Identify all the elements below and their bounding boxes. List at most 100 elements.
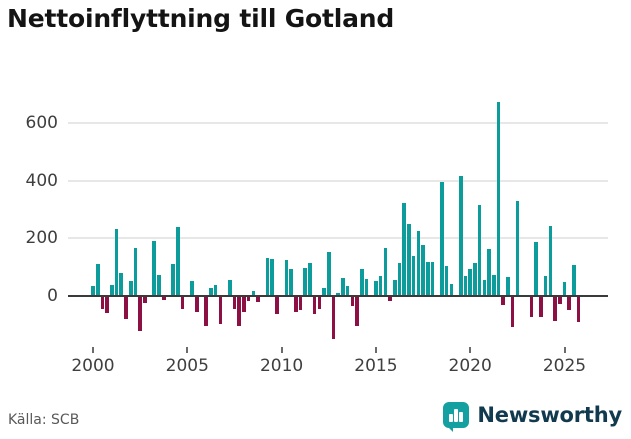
gridline-400 — [68, 179, 608, 182]
x-axis-label-2025: 2025 — [542, 356, 587, 376]
bar-2011Q3 — [308, 262, 312, 296]
bar-2011Q1 — [298, 296, 303, 311]
bar-2022Q3 — [515, 200, 520, 296]
bar-2006Q2 — [209, 287, 213, 296]
newsworthy-logo-icon — [443, 402, 470, 432]
bar-2015Q1 — [374, 280, 378, 296]
bar-2015Q2 — [378, 275, 383, 296]
bar-2013Q1 — [336, 292, 340, 296]
bar-2002Q3 — [138, 296, 142, 331]
x-axis-tick-2005 — [186, 347, 189, 353]
bar-2001Q2 — [114, 229, 119, 296]
bar-2013Q4 — [350, 296, 355, 307]
x-axis-label-2000: 2000 — [71, 356, 115, 376]
bar-2014Q3 — [364, 278, 369, 296]
gridline-600 — [68, 121, 608, 124]
bar-2021Q3 — [496, 101, 501, 296]
bar-2020Q3 — [477, 204, 482, 296]
x-axis-tick-2015 — [374, 347, 377, 353]
bar-2017Q4 — [425, 261, 430, 296]
x-axis-tick-2020 — [469, 347, 472, 353]
bar-2018Q1 — [430, 262, 435, 296]
bar-2013Q2 — [341, 277, 345, 296]
bar-2019Q1 — [449, 283, 454, 296]
bar-2000Q1 — [91, 285, 95, 296]
x-axis-label-2020: 2020 — [448, 356, 492, 376]
bar-2020Q1 — [468, 268, 472, 296]
bar-2016Q1 — [392, 280, 397, 296]
bar-2009Q4 — [275, 296, 279, 315]
bar-2007Q3 — [232, 296, 237, 309]
bar-2025Q3 — [572, 264, 576, 296]
newsworthy-logo-text: Newsworthy — [477, 403, 622, 427]
bar-2012Q4 — [331, 296, 336, 340]
bar-2019Q4 — [463, 276, 468, 296]
bar-2014Q2 — [359, 269, 364, 296]
bar-2004Q3 — [176, 226, 180, 296]
bar-2024Q2 — [548, 226, 553, 296]
bar-2002Q4 — [143, 296, 147, 303]
bar-2010Q3 — [289, 269, 293, 296]
bar-2023Q4 — [539, 296, 543, 318]
bar-2015Q3 — [383, 248, 388, 296]
bar-2010Q4 — [293, 296, 298, 312]
bar-2016Q2 — [397, 263, 402, 296]
bar-2002Q1 — [128, 280, 133, 296]
x-axis-tick-2010 — [280, 347, 283, 353]
x-axis-label-2015: 2015 — [354, 356, 398, 376]
bar-2008Q2 — [246, 296, 251, 301]
bar-2012Q3 — [326, 251, 331, 296]
bar-2020Q2 — [473, 262, 477, 296]
bar-2011Q4 — [312, 296, 317, 315]
chart-title: Nettoinflyttning till Gotland — [7, 4, 395, 33]
bar-2025Q4 — [576, 296, 581, 323]
bar-2017Q2 — [416, 230, 421, 296]
bar-2000Q2 — [95, 264, 100, 296]
bar-2025Q1 — [562, 282, 567, 296]
bar-2006Q1 — [204, 296, 208, 326]
bar-2015Q4 — [388, 296, 392, 301]
bar-2017Q1 — [411, 256, 416, 296]
bar-2005Q2 — [190, 280, 194, 296]
bar-2005Q3 — [194, 296, 199, 312]
bar-2021Q1 — [487, 248, 491, 296]
bar-2023Q3 — [534, 242, 538, 296]
bar-2016Q3 — [402, 202, 406, 296]
bar-2018Q4 — [444, 266, 449, 296]
bar-2000Q4 — [105, 296, 109, 313]
bar-2006Q4 — [218, 296, 223, 325]
bar-2024Q3 — [553, 296, 557, 322]
bar-2009Q2 — [265, 258, 270, 296]
bar-2016Q4 — [407, 223, 411, 296]
y-axis-label-0: 0 — [47, 286, 58, 306]
bar-2018Q3 — [440, 182, 444, 296]
bar-2022Q1 — [506, 277, 510, 296]
bar-2004Q4 — [180, 296, 185, 310]
bar-2001Q1 — [110, 285, 114, 296]
bar-2010Q2 — [284, 259, 289, 296]
bar-2020Q4 — [482, 280, 487, 296]
source-note: Källa: SCB — [8, 412, 80, 428]
bar-2004Q2 — [171, 264, 175, 296]
bar-2014Q1 — [355, 296, 359, 326]
bar-2025Q2 — [567, 296, 571, 311]
bar-2012Q2 — [322, 287, 326, 296]
bar-2024Q1 — [543, 275, 548, 296]
bar-2011Q2 — [303, 267, 307, 296]
y-axis-label-200: 200 — [25, 228, 58, 249]
bar-2009Q3 — [270, 259, 274, 296]
bar-2021Q4 — [501, 296, 505, 306]
x-axis-tick-2025 — [563, 347, 566, 353]
bar-2023Q2 — [529, 296, 534, 318]
newsworthy-logo[interactable]: Newsworthy — [443, 402, 622, 432]
bar-2012Q1 — [317, 296, 322, 310]
bar-2002Q2 — [133, 247, 138, 296]
bar-2008Q4 — [256, 296, 260, 303]
bar-2013Q3 — [345, 285, 350, 296]
bar-2003Q3 — [157, 274, 161, 296]
bar-2000Q3 — [100, 296, 105, 310]
bar-2007Q4 — [237, 296, 241, 326]
x-axis-tick-2000 — [92, 347, 94, 353]
bar-2017Q3 — [421, 245, 425, 296]
bar-2024Q4 — [557, 296, 562, 304]
